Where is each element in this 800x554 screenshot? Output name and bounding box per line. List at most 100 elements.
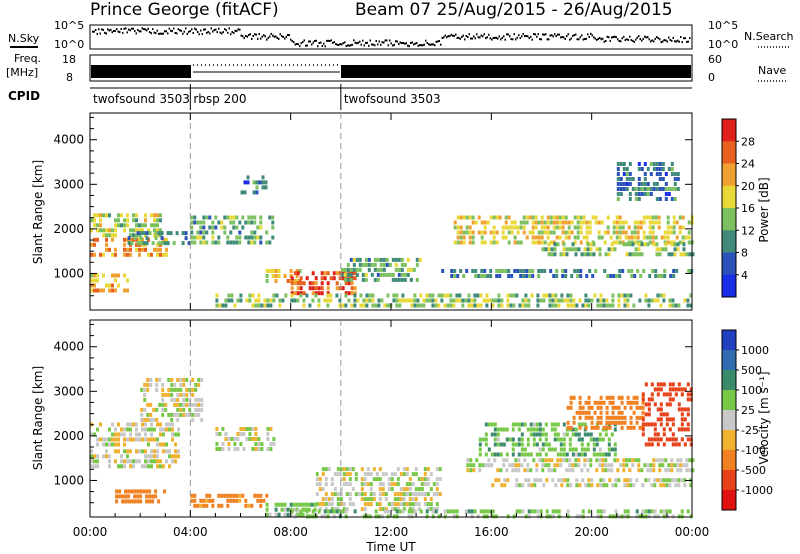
data-cell (126, 252, 129, 257)
nsky-point (585, 37, 587, 40)
data-cell (638, 298, 642, 303)
nsky-point (417, 44, 419, 47)
data-cell (674, 442, 678, 447)
colorbar-tick-label: 28 (741, 135, 755, 148)
data-cell (662, 293, 666, 298)
data-cell (214, 240, 218, 245)
data-cell (535, 432, 539, 437)
data-cell (335, 271, 339, 276)
data-cell (318, 507, 322, 512)
nsky-point (426, 42, 428, 44)
data-cell (659, 293, 663, 298)
data-cell (661, 187, 665, 191)
data-cell (584, 400, 588, 405)
data-cell (384, 472, 388, 477)
data-cell (247, 503, 251, 508)
data-cell (608, 395, 612, 400)
data-cell (637, 468, 641, 473)
data-cell (123, 464, 126, 469)
data-cell (185, 402, 189, 407)
data-cell (147, 228, 150, 233)
data-cell (151, 499, 155, 504)
data-cell (339, 487, 343, 492)
data-cell (610, 247, 614, 252)
data-cell (512, 293, 516, 298)
data-cell (327, 467, 331, 472)
data-cell (179, 402, 183, 407)
data-cell (636, 230, 640, 235)
data-cell (485, 514, 489, 519)
data-cell (599, 514, 603, 519)
data-cell (544, 452, 548, 457)
nsky-panel-frame (89, 24, 693, 50)
data-cell (96, 437, 99, 442)
data-cell (604, 463, 608, 468)
data-cell (492, 230, 496, 235)
data-cell (146, 402, 150, 407)
data-cell (344, 514, 348, 519)
data-cell (672, 269, 676, 273)
data-cell (583, 452, 587, 457)
data-cell (120, 213, 123, 218)
data-cell (150, 449, 153, 454)
data-cell (461, 303, 465, 308)
data-cell (167, 392, 171, 397)
data-cell (465, 225, 469, 230)
data-cell (663, 235, 667, 240)
data-cell (495, 230, 499, 235)
data-cell (550, 422, 554, 427)
data-cell (498, 269, 502, 273)
data-cell (429, 487, 433, 492)
data-cell (577, 432, 581, 437)
data-cell (611, 410, 615, 415)
nsky-point (326, 39, 328, 42)
data-cell (689, 437, 693, 442)
data-cell (271, 215, 275, 220)
data-cell (409, 267, 413, 272)
data-cell (686, 298, 690, 303)
data-cell (111, 273, 114, 278)
data-cell (497, 478, 501, 483)
data-cell (504, 220, 508, 225)
data-cell (102, 273, 105, 278)
data-cell (575, 514, 579, 519)
nsky-point (302, 41, 304, 43)
data-cell (655, 242, 659, 247)
data-cell (543, 220, 547, 225)
data-cell (456, 215, 460, 220)
data-cell (659, 417, 663, 422)
data-cell (637, 192, 641, 196)
data-cell (595, 458, 599, 463)
data-cell (629, 415, 633, 420)
data-cell (111, 437, 114, 442)
data-cell (661, 463, 665, 468)
nsky-point (398, 43, 400, 46)
data-cell (344, 281, 348, 286)
station-title: Prince George (fitACF) (90, 0, 279, 20)
data-cell (574, 447, 578, 452)
data-cell (622, 242, 626, 247)
data-cell (642, 230, 646, 235)
data-cell (529, 427, 533, 432)
data-cell (223, 225, 227, 230)
data-cell (515, 478, 519, 483)
nsky-point (191, 28, 193, 31)
data-cell (90, 242, 93, 247)
data-cell (677, 407, 681, 412)
data-cell (391, 272, 395, 277)
data-cell (321, 497, 325, 502)
nsky-point (647, 36, 649, 39)
data-cell (618, 230, 622, 235)
data-cell (121, 494, 125, 499)
data-cell (569, 405, 573, 410)
data-cell (382, 267, 386, 272)
data-cell (402, 467, 406, 472)
data-cell (677, 442, 681, 447)
nsky-point (320, 41, 322, 44)
data-cell (321, 472, 325, 477)
data-cell (671, 478, 675, 483)
data-cell (504, 225, 508, 230)
data-cell (265, 512, 269, 517)
nsky-point (278, 37, 280, 40)
data-cell (299, 281, 303, 286)
